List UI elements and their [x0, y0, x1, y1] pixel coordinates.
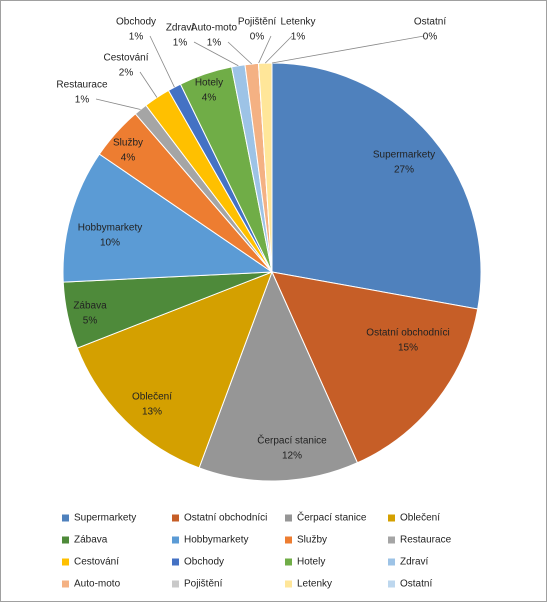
legend-swatch	[172, 580, 179, 588]
pie-slice	[62, 153, 274, 283]
slice-value-label: 0%	[250, 32, 265, 43]
legend-label: Supermarkety	[74, 513, 136, 524]
pie-slice	[198, 270, 359, 482]
slice-label: Ostatní	[414, 17, 446, 28]
legend-label: Hobbymarkety	[184, 535, 248, 546]
legend-label: Auto-moto	[74, 579, 121, 590]
slice-label: Pojištění	[238, 17, 277, 28]
slice-value-label: 1%	[75, 95, 90, 106]
legend-swatch	[285, 514, 292, 522]
legend-label: Letenky	[297, 579, 332, 590]
legend-swatch	[172, 558, 179, 566]
legend-label: Zábava	[74, 535, 108, 546]
legend-swatch	[62, 514, 69, 522]
slice-label: Obchody	[116, 17, 156, 28]
legend-swatch	[388, 558, 395, 566]
slice-value-label: 2%	[119, 68, 134, 79]
legend-label: Čerpací stanice	[297, 511, 367, 524]
slice-label: Ostatní obchodníci	[366, 328, 449, 339]
pie-slice	[271, 271, 479, 464]
legend-label: Ostatní	[400, 579, 432, 590]
legend-label: Cestování	[74, 557, 119, 568]
legend-label: Restaurace	[400, 535, 452, 546]
slice-label: Hobbymarkety	[78, 223, 142, 234]
slice-label: Cestování	[103, 53, 148, 64]
leader-line	[149, 35, 175, 88]
slice-label: Oblečení	[132, 392, 172, 403]
slice-label: Supermarkety	[373, 150, 435, 161]
slice-label: Zdraví	[166, 23, 195, 34]
slice-value-label: 12%	[282, 451, 302, 462]
leader-line	[271, 35, 425, 64]
legend-swatch	[62, 558, 69, 566]
slice-value-label: 1%	[129, 32, 144, 43]
slice-value-label: 13%	[142, 407, 162, 418]
leader-line	[193, 41, 239, 67]
legend-label: Oblečení	[400, 513, 440, 524]
slice-label: Zábava	[73, 301, 107, 312]
slice-value-label: 4%	[121, 153, 136, 164]
legend-swatch	[62, 580, 69, 588]
slice-value-label: 15%	[398, 343, 418, 354]
pie-slice	[76, 271, 273, 469]
leader-line	[264, 35, 293, 64]
legend-swatch	[62, 536, 69, 544]
slice-label: Restaurace	[56, 80, 108, 91]
pie-slice	[271, 62, 482, 310]
legend-swatch	[285, 558, 292, 566]
leader-line	[95, 98, 141, 110]
slice-value-label: 1%	[173, 38, 188, 49]
leader-line	[139, 71, 158, 98]
slice-value-label: 27%	[394, 165, 414, 176]
slice-label: Hotely	[195, 78, 223, 89]
legend-label: Hotely	[297, 557, 325, 568]
slice-value-label: 4%	[202, 93, 217, 104]
slice-value-label: 1%	[291, 32, 306, 43]
legend-label: Zdraví	[400, 557, 429, 568]
legend-swatch	[388, 536, 395, 544]
legend-label: Služby	[297, 535, 327, 546]
slice-label: Auto-moto	[191, 23, 238, 34]
slice-label: Čerpací stanice	[257, 434, 327, 447]
legend-swatch	[285, 580, 292, 588]
legend-swatch	[388, 580, 395, 588]
slice-label: Letenky	[280, 17, 315, 28]
legend-swatch	[285, 536, 292, 544]
slice-value-label: 0%	[423, 32, 438, 43]
legend-swatch	[172, 536, 179, 544]
legend-label: Obchody	[184, 557, 224, 568]
legend-label: Ostatní obchodníci	[184, 513, 267, 524]
slice-value-label: 5%	[83, 316, 98, 327]
legend-label: Pojištění	[184, 579, 223, 590]
slice-label: Služby	[113, 138, 143, 149]
leader-line	[258, 35, 272, 64]
leader-line	[227, 41, 252, 65]
legend-swatch	[388, 514, 395, 522]
slice-value-label: 1%	[207, 38, 222, 49]
slice-value-label: 10%	[100, 238, 120, 249]
legend-swatch	[172, 514, 179, 522]
